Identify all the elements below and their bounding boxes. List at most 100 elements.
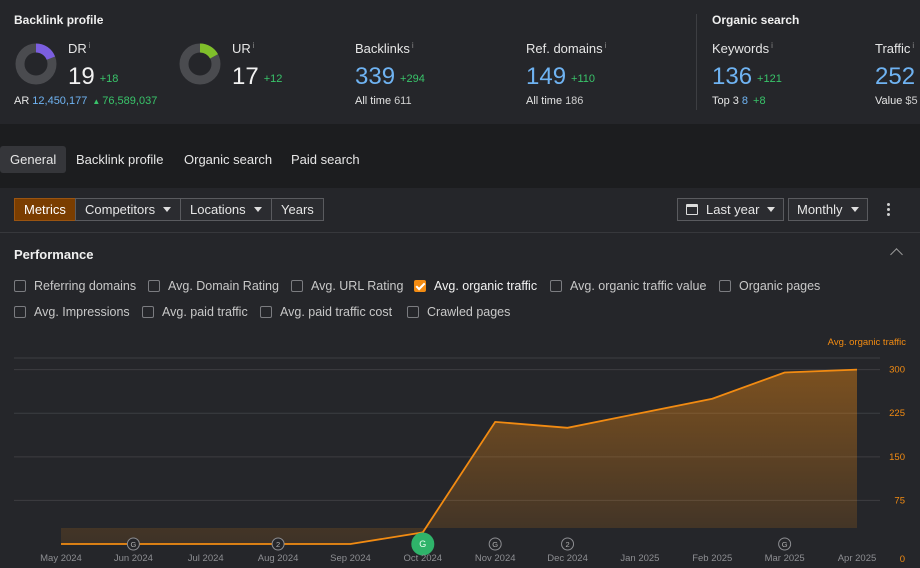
marker-label: G <box>419 539 426 549</box>
organic-search-title: Organic search <box>712 13 800 27</box>
traffic-label[interactable]: Traffic i <box>875 41 915 56</box>
checkbox-icon[interactable] <box>142 306 154 318</box>
marker-label: G <box>782 540 788 549</box>
ur-label[interactable]: UR i <box>232 41 255 56</box>
keywords-value[interactable]: 136 +121 <box>712 63 782 90</box>
info-icon[interactable]: i <box>88 41 91 50</box>
y-tick-label: 75 <box>894 495 905 506</box>
checkbox-label: Referring domains <box>34 279 137 293</box>
x-tick-label: Sep 2024 <box>330 553 371 564</box>
checkbox-referring-domains[interactable]: Referring domains <box>14 279 136 295</box>
checkbox-icon[interactable] <box>719 280 731 292</box>
chart-area <box>61 369 857 544</box>
checkbox-icon[interactable] <box>14 280 26 292</box>
performance-panel: Metrics Competitors Locations Years Last… <box>0 188 920 568</box>
checkbox-icon[interactable] <box>148 280 160 292</box>
checkbox-label: Crawled pages <box>427 305 511 319</box>
chart-legend: Avg. organic traffic <box>828 337 907 348</box>
x-tick-label: Oct 2024 <box>404 553 443 564</box>
calendar-icon <box>686 204 698 215</box>
date-range-dropdown[interactable]: Last year <box>677 198 785 221</box>
tab-organic-search[interactable]: Organic search <box>184 152 273 167</box>
traffic-value[interactable]: 252 <box>875 63 916 90</box>
checkbox-organic-pages[interactable]: Organic pages <box>719 279 820 295</box>
ur-delta: +12 <box>263 73 283 85</box>
ar-delta: ▲ 76,589,037 <box>92 95 158 107</box>
checkbox-avg-organic-traffic[interactable]: Avg. organic traffic <box>414 279 537 295</box>
info-icon[interactable]: i <box>411 41 414 50</box>
checkbox-label: Avg. Domain Rating <box>168 279 279 293</box>
chart-annotation-marker: 2 <box>271 537 285 551</box>
x-tick-label: Feb 2025 <box>692 553 732 564</box>
keywords-delta: +121 <box>757 73 782 85</box>
checkbox-icon[interactable] <box>14 306 26 318</box>
chevron-down-icon <box>767 207 776 212</box>
tab-backlink-profile[interactable]: Backlink profile <box>76 152 164 167</box>
granularity-dropdown[interactable]: Monthly <box>788 198 868 221</box>
checkbox-label: Avg. organic traffic value <box>570 279 707 293</box>
tab-paid-search[interactable]: Paid search <box>291 152 360 167</box>
dr-value: 19 +18 <box>68 63 119 90</box>
chart-annotation-marker: G <box>126 537 140 551</box>
info-icon[interactable]: i <box>912 41 915 50</box>
marker-label: 2 <box>276 540 280 549</box>
checkbox-label: Avg. paid traffic <box>162 305 248 319</box>
checkbox-label: Avg. URL Rating <box>311 279 404 293</box>
backlink-profile-title: Backlink profile <box>14 13 104 27</box>
chevron-down-icon <box>850 207 859 212</box>
report-tabs: General Backlink profile Organic search … <box>0 124 920 188</box>
info-icon[interactable]: i <box>604 41 607 50</box>
checkbox-label: Avg. Impressions <box>34 305 130 319</box>
ar-row: AR 12,450,177 ▲ 76,589,037 <box>14 95 158 107</box>
keywords-top3: Top 3 8 +8 <box>712 95 766 107</box>
dr-label[interactable]: DR i <box>68 41 91 56</box>
checkbox-icon[interactable] <box>407 306 419 318</box>
chart-series-line <box>61 368 858 545</box>
backlinks-value[interactable]: 339 +294 <box>355 63 425 90</box>
x-tick-label: Jun 2024 <box>114 553 153 564</box>
checkbox-avg-organic-traffic-value[interactable]: Avg. organic traffic value <box>550 279 706 295</box>
x-tick-label: Mar 2025 <box>765 553 805 564</box>
checkbox-label: Avg. organic traffic <box>434 279 538 293</box>
x-tick-label: Nov 2024 <box>475 553 516 564</box>
x-tick-label: May 2024 <box>40 553 82 564</box>
checkbox-icon[interactable] <box>550 280 562 292</box>
marker-label: G <box>130 540 136 549</box>
segment-years[interactable]: Years <box>271 198 324 221</box>
performance-chart: Avg. organic traffic 0 75 150 225 300 G 2 G G 2 G… <box>14 337 907 565</box>
x-tick-label: Aug 2024 <box>258 553 299 564</box>
x-tick-label: Apr 2025 <box>838 553 877 564</box>
ref-domains-delta: +110 <box>571 73 596 85</box>
checkbox-icon[interactable] <box>260 306 272 318</box>
keywords-label[interactable]: Keywords i <box>712 41 773 56</box>
segment-locations[interactable]: Locations <box>180 198 272 221</box>
checkbox-avg-url-rating[interactable]: Avg. URL Rating <box>291 279 403 295</box>
x-tick-label: Jul 2024 <box>188 553 224 564</box>
checkbox-crawled-pages[interactable]: Crawled pages <box>407 305 510 321</box>
checkbox-avg-paid-traffic-cost[interactable]: Avg. paid traffic cost <box>260 305 392 321</box>
y-tick-label: 225 <box>889 408 905 419</box>
chart-annotation-marker: G <box>411 532 435 556</box>
info-icon[interactable]: i <box>252 41 255 50</box>
y-tick-label: 0 <box>900 554 905 565</box>
info-icon[interactable]: i <box>771 41 773 50</box>
ref-domains-alltime: All time 186 <box>526 95 584 107</box>
ar-value[interactable]: 12,450,177 <box>32 95 88 107</box>
checkbox-avg-paid-traffic[interactable]: Avg. paid traffic <box>142 305 248 321</box>
ref-domains-value[interactable]: 149 +110 <box>526 63 596 90</box>
ref-domains-label[interactable]: Ref. domains i <box>526 41 607 56</box>
performance-title: Performance <box>14 247 94 262</box>
checkbox-checked-icon[interactable] <box>414 280 426 292</box>
backlinks-delta: +294 <box>400 73 425 85</box>
traffic-value-row: Value $5 <box>875 95 918 107</box>
checkbox-icon[interactable] <box>291 280 303 292</box>
more-options-icon[interactable] <box>887 203 891 219</box>
x-tick-label: Jan 2025 <box>620 553 659 564</box>
backlinks-alltime: All time 611 <box>355 95 412 107</box>
tab-general[interactable]: General <box>0 146 67 173</box>
checkbox-label: Avg. paid traffic cost <box>280 305 393 319</box>
ur-donut <box>179 43 221 85</box>
checkbox-avg-impressions[interactable]: Avg. Impressions <box>14 305 130 321</box>
backlinks-label[interactable]: Backlinks i <box>355 41 414 56</box>
checkbox-avg-domain-rating[interactable]: Avg. Domain Rating <box>148 279 279 295</box>
